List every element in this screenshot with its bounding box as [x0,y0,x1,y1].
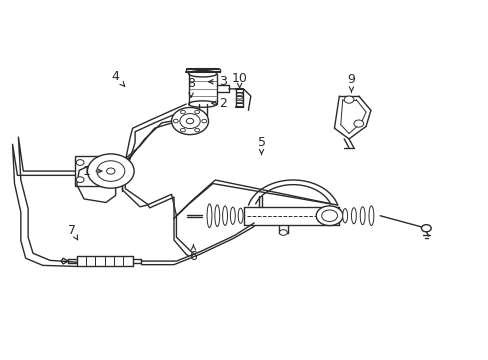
Ellipse shape [230,207,235,224]
Circle shape [180,114,200,129]
Circle shape [421,225,430,232]
Ellipse shape [351,208,356,224]
Text: 3: 3 [208,75,226,88]
Text: 4: 4 [111,70,124,86]
Ellipse shape [368,206,373,226]
Ellipse shape [236,96,243,99]
Ellipse shape [222,206,227,225]
Circle shape [353,120,363,127]
Circle shape [97,161,124,181]
Text: 5: 5 [257,136,265,154]
Ellipse shape [360,207,365,225]
Ellipse shape [342,208,347,223]
Text: 9: 9 [347,73,355,92]
Text: 8: 8 [186,77,195,98]
Ellipse shape [236,100,243,103]
FancyBboxPatch shape [75,157,111,186]
Ellipse shape [238,208,243,223]
Circle shape [279,230,287,235]
Ellipse shape [236,93,243,95]
Ellipse shape [206,204,211,228]
Text: 6: 6 [189,245,197,263]
Text: 2: 2 [211,97,226,110]
Circle shape [171,108,208,135]
Text: 10: 10 [231,72,247,88]
Circle shape [316,206,342,226]
Circle shape [76,177,84,183]
Circle shape [173,119,178,123]
Text: 1: 1 [82,165,102,177]
Circle shape [321,210,337,221]
Circle shape [344,96,353,103]
Circle shape [194,110,199,114]
Circle shape [202,119,206,123]
Circle shape [180,110,185,114]
Text: 7: 7 [68,224,78,240]
Circle shape [76,159,84,165]
Ellipse shape [214,205,219,226]
Circle shape [87,154,134,188]
Circle shape [194,128,199,132]
Circle shape [180,128,185,132]
Circle shape [106,168,115,174]
Circle shape [186,118,193,124]
